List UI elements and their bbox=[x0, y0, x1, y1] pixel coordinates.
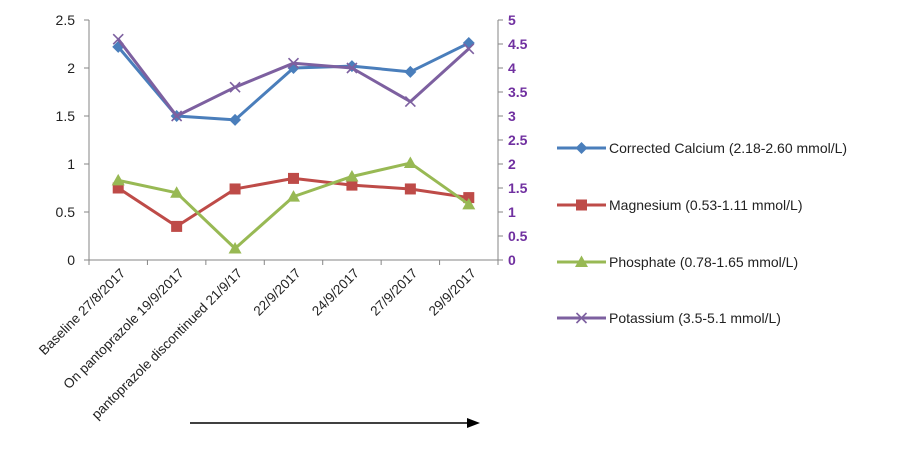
legend-marker-3 bbox=[575, 255, 588, 267]
data-point-series-3 bbox=[170, 186, 184, 198]
data-point-series-4 bbox=[463, 43, 475, 55]
y-right-tick-label: 3.5 bbox=[508, 84, 528, 100]
data-point-series-4 bbox=[346, 62, 358, 74]
data-point-series-3 bbox=[462, 197, 476, 210]
data-point-series-4 bbox=[171, 110, 183, 122]
series-line-4 bbox=[117, 38, 470, 118]
y-right-tick-label: 0 bbox=[508, 252, 516, 268]
y-right-tick-label: 2.5 bbox=[508, 132, 528, 148]
x-category-label: 22/9/2017 bbox=[251, 266, 304, 319]
data-point-series-2 bbox=[404, 183, 416, 195]
data-point-series-1 bbox=[404, 65, 417, 78]
y-left-tick-label: 0.5 bbox=[56, 204, 76, 220]
y-left-tick-label: 1 bbox=[67, 156, 75, 172]
y-left-tick-label: 2.5 bbox=[56, 12, 76, 28]
legend-label-3: Phosphate (0.78-1.65 mmol/L) bbox=[609, 254, 798, 270]
data-point-series-3 bbox=[228, 241, 242, 254]
y-right-tick-label: 0.5 bbox=[508, 228, 528, 244]
data-point-series-2 bbox=[229, 183, 241, 195]
arrow-head bbox=[467, 418, 480, 428]
y-right-tick-label: 5 bbox=[508, 12, 516, 28]
legend-label-1: Corrected Calcium (2.18-2.60 mmol/L) bbox=[609, 140, 847, 156]
data-point-series-1 bbox=[462, 37, 475, 50]
legend-marker-4 bbox=[575, 312, 588, 324]
data-point-series-4 bbox=[404, 96, 416, 108]
data-point-series-2 bbox=[288, 172, 299, 184]
y-left-tick-label: 2 bbox=[67, 60, 75, 76]
data-point-series-2 bbox=[346, 179, 358, 191]
y-left-tick-label: 0 bbox=[67, 252, 75, 268]
x-category-label: 27/9/2017 bbox=[367, 266, 420, 319]
data-point-series-3 bbox=[287, 190, 300, 202]
data-point-series-3 bbox=[403, 156, 417, 169]
y-right-tick-label: 2 bbox=[508, 156, 516, 172]
y-right-tick-label: 1 bbox=[508, 204, 516, 220]
legend-label-2: Magnesium (0.53-1.11 mmol/L) bbox=[609, 197, 802, 213]
legend-marker-1 bbox=[575, 142, 588, 154]
data-point-series-2 bbox=[171, 220, 183, 232]
y-right-tick-label: 4.5 bbox=[508, 36, 528, 52]
x-category-label: On pantoprazole 19/9/2017 bbox=[60, 266, 186, 392]
y-right-tick-label: 1.5 bbox=[508, 180, 528, 196]
y-left-tick-label: 1.5 bbox=[56, 108, 76, 124]
data-point-series-4 bbox=[112, 33, 124, 45]
data-point-series-4 bbox=[229, 81, 241, 93]
legend-label-4: Potassium (3.5-5.1 mmol/L) bbox=[609, 310, 781, 326]
data-point-series-3 bbox=[345, 169, 359, 182]
data-point-series-2 bbox=[112, 182, 124, 194]
data-point-series-1 bbox=[229, 113, 242, 126]
data-point-series-4 bbox=[287, 57, 300, 69]
x-category-label: 29/9/2017 bbox=[426, 266, 479, 319]
y-right-tick-label: 4 bbox=[508, 60, 516, 76]
series-line-2 bbox=[117, 176, 470, 228]
legend-marker-2 bbox=[576, 199, 587, 211]
x-category-label: 24/9/2017 bbox=[309, 266, 362, 319]
data-point-series-2 bbox=[463, 192, 475, 204]
y-right-tick-label: 3 bbox=[508, 108, 516, 124]
data-point-series-3 bbox=[111, 173, 125, 186]
